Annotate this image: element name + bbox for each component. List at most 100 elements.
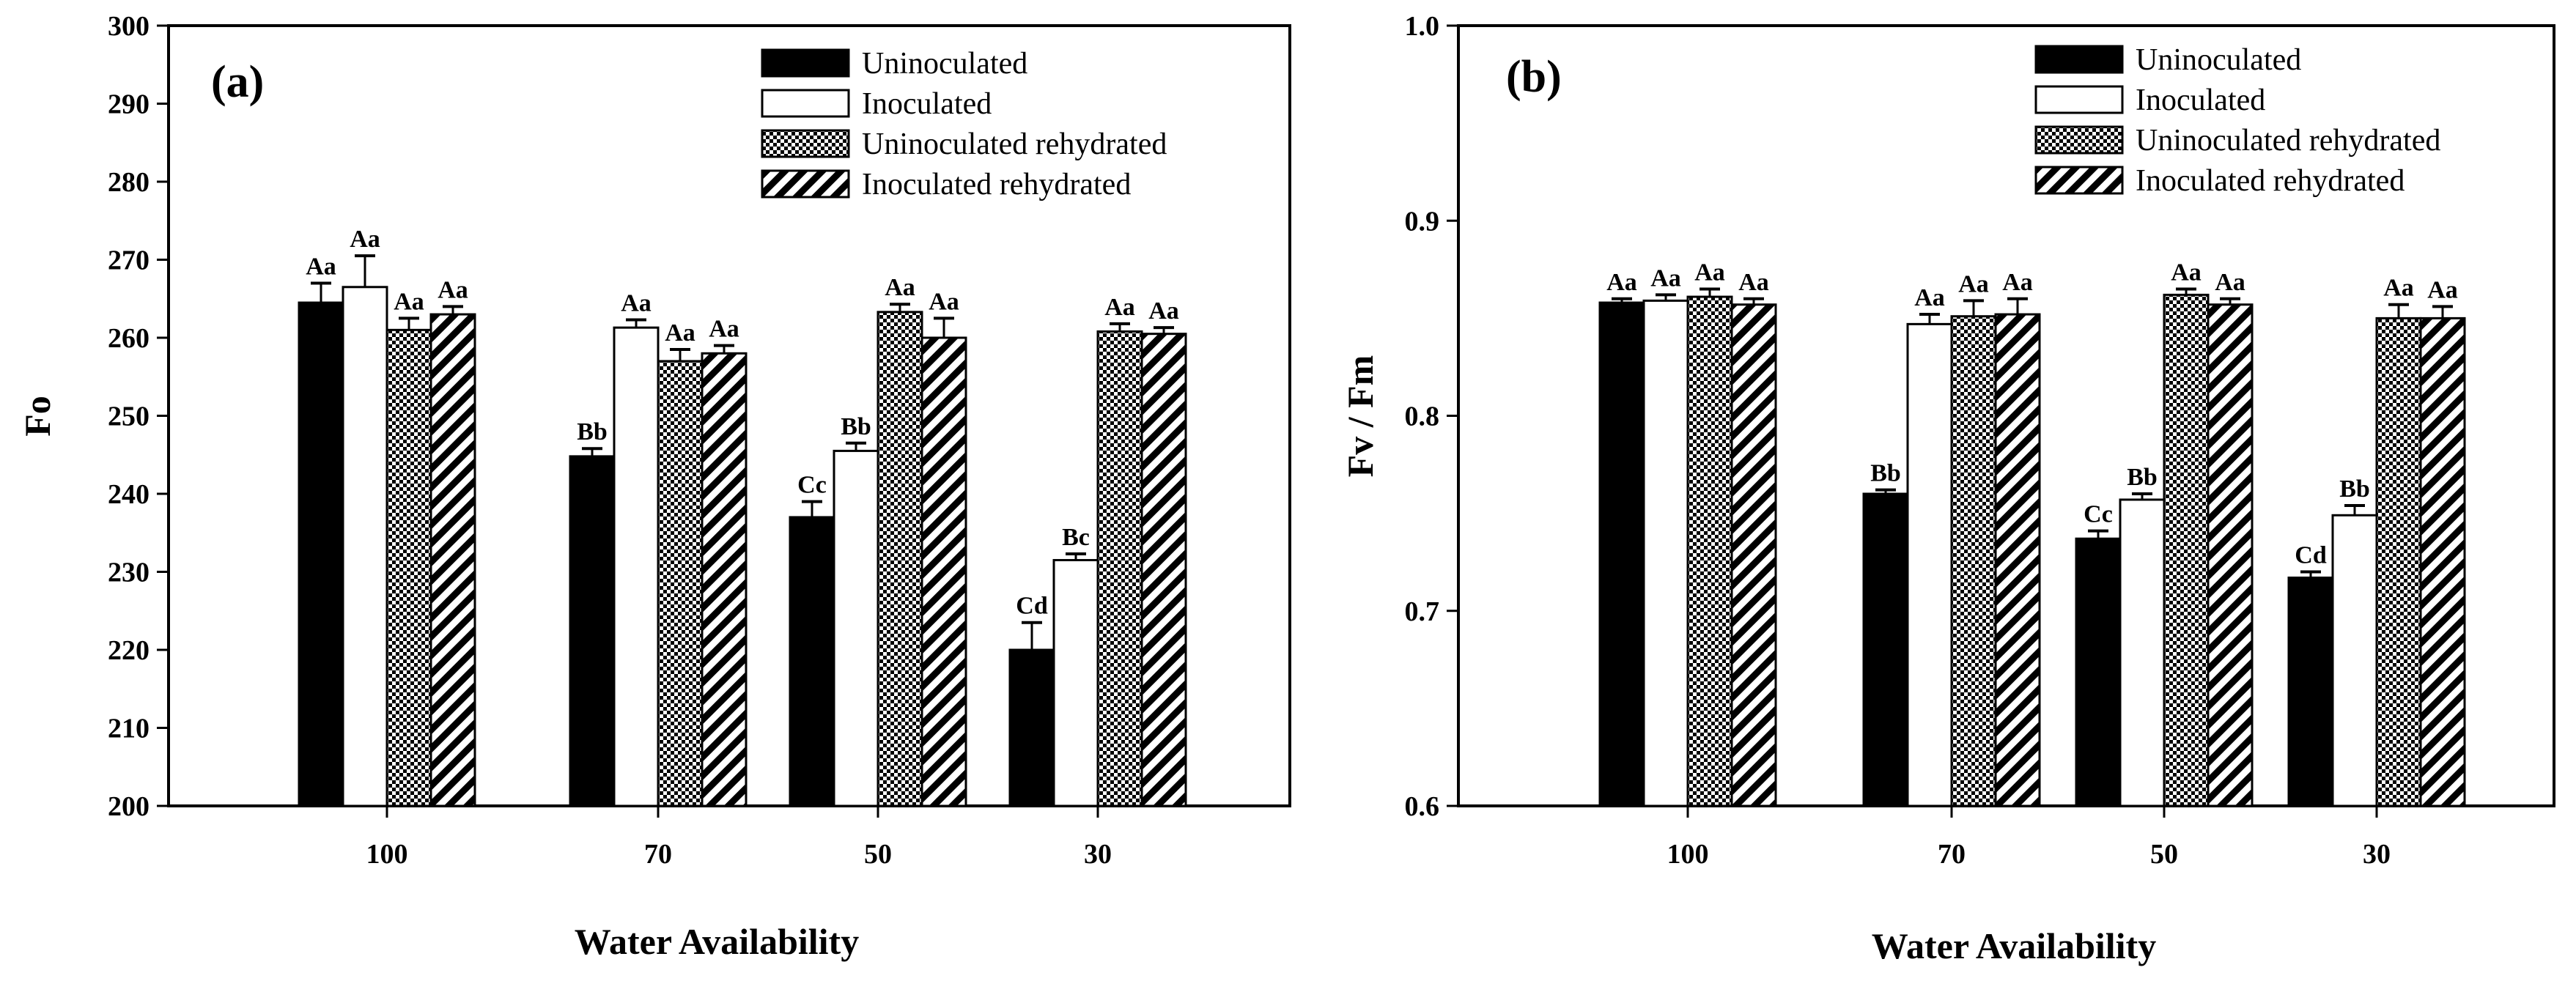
y-tick-label: 280 — [108, 167, 150, 198]
bar-label: Aa — [306, 253, 336, 280]
bar — [1642, 299, 1689, 807]
legend-swatch — [2034, 85, 2124, 114]
bar — [1686, 295, 1733, 807]
legend-label: Uninoculated — [862, 47, 1027, 81]
bar — [429, 313, 476, 807]
bar — [2287, 576, 2334, 807]
bar-label: Aa — [1914, 284, 1945, 311]
bar — [2375, 317, 2422, 807]
y-tick-label: 260 — [108, 323, 150, 354]
legend-swatch — [2034, 166, 2124, 195]
bar-label: Bb — [841, 413, 871, 440]
x-axis-title: Water Availability — [575, 921, 859, 962]
x-tick-label: 100 — [1667, 839, 1709, 870]
legend-swatch — [761, 129, 850, 158]
bar-label: Aa — [1958, 270, 1989, 297]
bar — [569, 455, 616, 807]
bar — [2331, 514, 2378, 807]
legend-label: Inoculated rehydrated — [2136, 164, 2405, 198]
y-axis: 200 210 220 230 240 250 260 270 280 290 300 — [108, 11, 169, 822]
bar — [1862, 492, 1909, 807]
legend-swatch — [2034, 125, 2124, 155]
x-tick-label: 70 — [644, 839, 672, 870]
y-tick-label: 210 — [108, 714, 150, 744]
y-tick-label: 200 — [108, 791, 150, 822]
y-tick-label: 230 — [108, 558, 150, 588]
bar — [876, 311, 923, 807]
y-axis-title: Fo — [17, 396, 58, 437]
bar — [2075, 537, 2122, 807]
bar — [1950, 315, 1997, 807]
y-tick-label: 0.6 — [1405, 791, 1440, 822]
bar — [1598, 301, 1645, 807]
bar-label: Aa — [929, 288, 959, 315]
y-tick-label: 240 — [108, 479, 150, 510]
legend-swatch — [761, 89, 850, 118]
bar — [2119, 498, 2166, 807]
bar — [1096, 330, 1143, 807]
bar — [1052, 559, 1099, 807]
bar-group: Aa Bb Cc Cd Aa Aa Bb Bc Aa Aa Aa Aa Aa Aa Aa Aa — [298, 226, 1187, 807]
legend-label: Uninoculated rehydrated — [862, 127, 1167, 161]
x-tick-label: 50 — [864, 839, 892, 870]
bar — [342, 286, 388, 807]
y-tick-label: 1.0 — [1405, 11, 1440, 42]
bar — [1906, 322, 1953, 807]
legend-label: Inoculated — [2136, 84, 2265, 117]
y-tick-label: 290 — [108, 89, 150, 120]
bar-label: Aa — [709, 316, 739, 343]
x-tick-label: 100 — [366, 839, 408, 870]
legend-swatch — [761, 169, 850, 199]
bar-label: Aa — [665, 319, 695, 347]
bar-label: Aa — [1694, 259, 1725, 286]
bar-label: Aa — [2215, 269, 2245, 296]
bar — [2419, 317, 2466, 807]
bar-group: Aa Bb Cc Cd Aa Aa Bb Bb Aa Aa Aa Aa Aa Aa Aa Aa — [1598, 259, 2466, 807]
legend-label: Uninoculated — [2136, 43, 2301, 77]
legend: Uninoculated Inoculated Uninoculated rehyd… — [2034, 43, 2440, 198]
bar-label: Aa — [2002, 269, 2033, 296]
bar — [1730, 303, 1777, 807]
chart-panel-b: 0.6 0.7 0.8 0.9 1.0 100 70 50 30 Aa Bb Cc Cd Aa Aa Bb… — [1340, 11, 2555, 966]
y-axis: 0.6 0.7 0.8 0.9 1.0 — [1405, 11, 1458, 822]
legend-swatch — [2034, 45, 2124, 74]
bar — [1994, 313, 2041, 807]
legend-swatch — [761, 48, 850, 78]
x-tick-label: 70 — [1938, 839, 1966, 870]
legend: Uninoculated Inoculated Uninoculated rehyd… — [761, 47, 1167, 201]
bar-label: Aa — [1606, 269, 1637, 296]
y-tick-label: 270 — [108, 245, 150, 276]
legend-label: Inoculated rehydrated — [862, 168, 1131, 201]
y-tick-label: 220 — [108, 635, 150, 666]
bar-label: Aa — [1104, 294, 1135, 321]
bar — [298, 301, 344, 807]
bar-label: Aa — [621, 290, 652, 317]
y-axis-title: Fv / Fm — [1340, 355, 1381, 478]
x-tick-label: 30 — [2363, 839, 2391, 870]
y-tick-label: 0.9 — [1405, 206, 1440, 237]
bar-label: Aa — [885, 274, 915, 301]
y-tick-label: 0.7 — [1405, 596, 1440, 627]
x-tick-label: 30 — [1084, 839, 1112, 870]
bar-label: Bb — [2127, 464, 2158, 491]
x-axis-title: Water Availability — [1872, 925, 2156, 966]
panel-label: (a) — [211, 57, 264, 107]
bar — [385, 328, 432, 807]
y-tick-label: 0.8 — [1405, 401, 1440, 432]
bar — [657, 360, 704, 807]
bar-label: Aa — [1148, 297, 1179, 325]
bar — [833, 449, 879, 807]
bar — [1140, 333, 1187, 807]
bar-label: Bb — [1870, 460, 1901, 487]
bar — [920, 336, 967, 807]
bar-label: Bc — [1062, 524, 1090, 551]
bar — [2163, 293, 2210, 807]
bar-label: Aa — [2383, 275, 2414, 302]
bar-label: Aa — [2171, 259, 2202, 286]
bar — [613, 326, 660, 807]
bar-label: Aa — [1650, 264, 1681, 292]
x-axis: 100 70 50 30 — [366, 806, 1112, 870]
chart-panel-a: 200 210 220 230 240 250 260 270 280 290 300 100 70 5… — [17, 11, 1291, 962]
bar-label: Aa — [350, 226, 380, 253]
panel-label: (b) — [1506, 52, 1562, 102]
